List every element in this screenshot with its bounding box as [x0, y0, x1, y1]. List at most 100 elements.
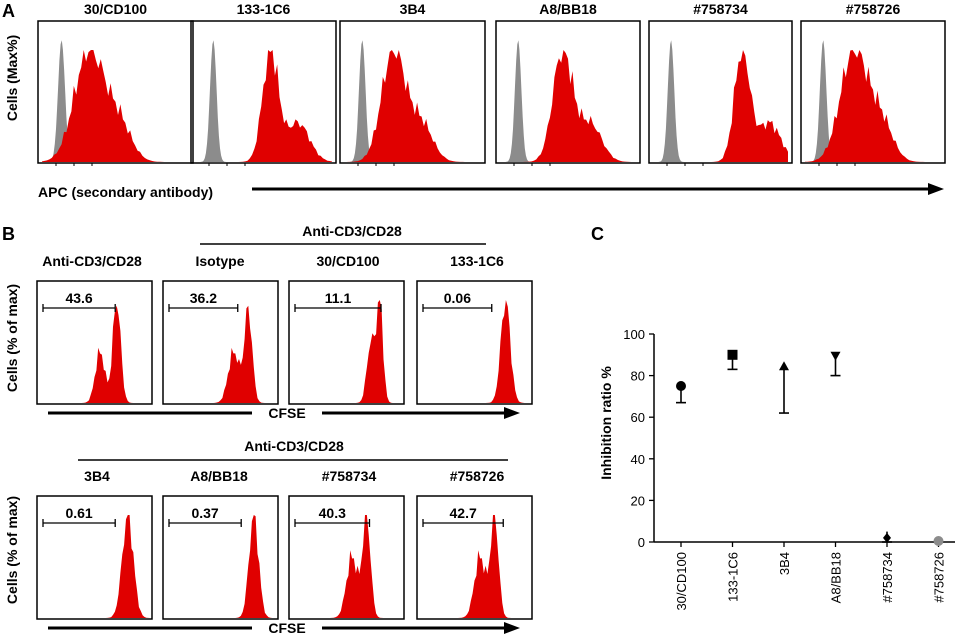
panel-a-frame-4 [648, 20, 793, 164]
panel-b-frame-row1-0 [36, 280, 153, 405]
panel-b-row2-histogram-2: 40.3 [288, 495, 405, 620]
panel-c: Inhibition ratio % 0 20 40 60 80 100 30/CD100 1… [598, 327, 955, 611]
isotype-histogram-5 [805, 40, 870, 162]
panel-a-sample-label-3: A8/BB18 [539, 1, 597, 17]
panel-b-row1-histogram-3: 0.06 [416, 280, 533, 405]
y-tick-label-1: 20 [631, 493, 645, 508]
panel-b-frame-row2-1 [162, 495, 279, 620]
panel-b-row1-histogram-2: 11.1 [288, 280, 405, 405]
isotype-histogram-1 [195, 40, 261, 162]
panel-c-plot: 0 20 40 60 80 100 30/CD100 133-1C6 3B4 A8/BB18 #75… [623, 327, 955, 611]
row2-sample-2: #758734 [322, 468, 377, 484]
antibody-histogram-5 [805, 50, 941, 162]
row1-group-label: Anti-CD3/CD28 [302, 223, 402, 239]
gate-value-row1-3: 0.06 [444, 290, 471, 306]
y-tick-label-4: 80 [631, 369, 645, 384]
isotype-histogram-0 [42, 40, 112, 162]
data-point-1 [727, 349, 738, 360]
data-point-0 [676, 381, 686, 391]
y-tick-label-5: 100 [623, 327, 645, 342]
panel-a-sample-label-2: 3B4 [400, 1, 426, 17]
row1-sample-0: Isotype [195, 253, 244, 269]
row1-ungrouped-label: Anti-CD3/CD28 [42, 253, 142, 269]
data-point-5 [933, 536, 944, 546]
antibody-histogram-1 [195, 50, 332, 162]
x-tick-label-2: 3B4 [777, 552, 792, 575]
panel-a-x-label: APC (secondary antibody) [38, 184, 213, 200]
panel-a-sample-label-0: 30/CD100 [84, 1, 147, 17]
cfse-histogram-row2-0 [39, 515, 150, 618]
gate-value-row2-1: 0.37 [191, 505, 218, 521]
x-tick-label-0: 30/CD100 [674, 552, 689, 611]
gate-value-row2-3: 42.7 [450, 505, 477, 521]
x-tick-label-1: 133-1C6 [726, 552, 741, 602]
panel-letter-c: C [591, 224, 604, 244]
panel-b: Cells (% of max) Cells (% of max) Anti-C… [4, 223, 533, 636]
antibody-histogram-3 [500, 50, 636, 162]
y-tick-label-3: 60 [631, 410, 645, 425]
data-point-4 [883, 532, 891, 543]
cfse-histogram-row1-1 [165, 305, 276, 403]
panel-a-histogram-3: A8/BB18 [495, 1, 641, 166]
panel-b-row2-histogram-0: 0.61 [36, 495, 153, 620]
panel-letter-b: B [2, 224, 15, 244]
row2-x-arrowhead [504, 622, 520, 634]
cfse-histogram-row1-2 [291, 300, 402, 403]
panel-a-histogram-2: 3B4 [339, 1, 486, 166]
gate-value-row2-2: 40.3 [319, 505, 346, 521]
panel-a-sample-label-5: #758726 [846, 1, 901, 17]
row2-sample-1: A8/BB18 [190, 468, 248, 484]
y-tick-label-0: 0 [638, 535, 645, 550]
gate-value-row2-0: 0.61 [65, 505, 92, 521]
row1-sample-1: 30/CD100 [316, 253, 379, 269]
panel-a-histograms: 30/CD100 133-1C6 3B4 A8/BB18 #758734 #758726 [37, 1, 946, 166]
panel-a-frame-3 [495, 20, 641, 164]
isotype-histogram-3 [500, 40, 565, 162]
panel-b-row2-histogram-1: 0.37 [162, 495, 279, 620]
row1-sample-2: 133-1C6 [450, 253, 504, 269]
cfse-histogram-row1-0 [39, 305, 150, 403]
panel-b-row1-histogram-1: 36.2 [162, 280, 279, 405]
isotype-histogram-2 [344, 40, 410, 162]
panel-a: Cells (Max%) 30/CD100 133-1C6 3B4 A8/BB18 #7… [4, 1, 946, 200]
panel-b-frame-row2-3 [416, 495, 533, 620]
panel-b-histograms: 43.6 36.2 11.1 0.06 0.61 0.37 40.3 42.7 [36, 280, 533, 620]
row1-x-arrowhead [504, 407, 520, 419]
antibody-histogram-4 [653, 50, 788, 162]
antibody-histogram-0 [42, 50, 189, 162]
panel-a-histogram-5: #758726 [800, 1, 946, 166]
row1-x-label: CFSE [268, 405, 305, 421]
antibody-histogram-2 [344, 50, 481, 162]
gate-value-row1-0: 43.6 [65, 290, 92, 306]
panel-a-sample-label-1: 133-1C6 [237, 1, 291, 17]
panel-b-row1-histogram-0: 43.6 [36, 280, 153, 405]
gate-value-row1-2: 11.1 [325, 290, 352, 306]
panel-a-frame-5 [800, 20, 946, 164]
cfse-histogram-row2-1 [165, 515, 276, 618]
gate-value-row1-1: 36.2 [190, 290, 217, 306]
panel-a-histogram-4: #758734 [648, 1, 793, 166]
x-tick-label-4: #758734 [880, 552, 895, 603]
panel-a-histogram-1: 133-1C6 [190, 1, 337, 166]
cfse-histogram-row2-3 [419, 515, 530, 618]
y-tick-label-2: 40 [631, 452, 645, 467]
data-point-3 [830, 351, 841, 361]
panel-b-frame-row1-2 [288, 280, 405, 405]
panel-b-row1-y-label: Cells (% of max) [4, 284, 20, 392]
panel-a-frame-1 [190, 20, 337, 164]
panel-a-sample-label-4: #758734 [693, 1, 748, 17]
panel-a-y-label: Cells (Max%) [4, 35, 20, 121]
panel-letter-a: A [2, 1, 15, 21]
panel-b-row2-histogram-3: 42.7 [416, 495, 533, 620]
data-point-2 [779, 361, 789, 371]
panel-b-row2-y-label: Cells (% of max) [4, 496, 20, 604]
panel-c-y-label: Inhibition ratio % [598, 366, 614, 480]
panel-a-histogram-0: 30/CD100 [37, 1, 194, 166]
cfse-histogram-row1-3 [419, 300, 530, 403]
panel-a-frame-2 [339, 20, 486, 164]
panel-b-frame-row1-1 [162, 280, 279, 405]
row2-group-label: Anti-CD3/CD28 [244, 438, 344, 454]
panel-b-frame-row1-3 [416, 280, 533, 405]
panel-a-frame-0 [37, 20, 194, 164]
